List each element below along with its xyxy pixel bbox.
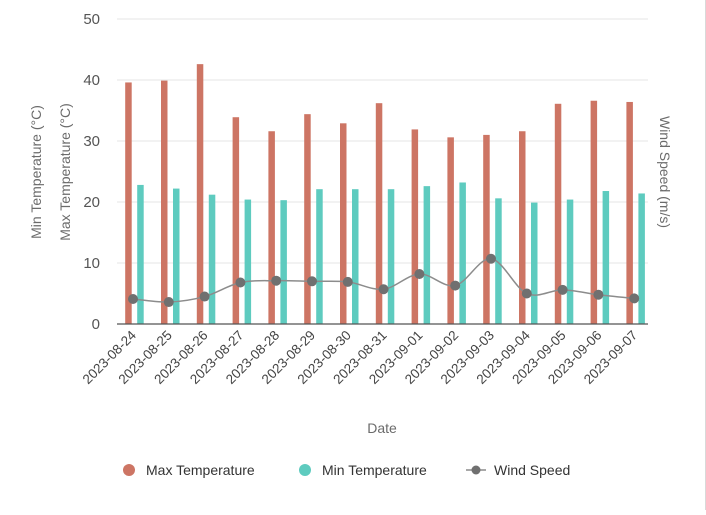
bar-max-temp[interactable] <box>519 131 526 324</box>
bar-max-temp[interactable] <box>125 82 132 324</box>
bar-min-temp[interactable] <box>566 199 574 324</box>
bar-max-temp[interactable] <box>411 129 419 324</box>
wind-speed-point[interactable] <box>593 289 604 300</box>
wind-speed-point[interactable] <box>378 284 389 295</box>
wind-speed-point[interactable] <box>450 280 461 291</box>
bar-min-temp[interactable] <box>423 186 431 324</box>
bar-min-temp[interactable] <box>531 202 538 324</box>
wind-speed-point[interactable] <box>307 276 317 287</box>
wind-speed-point[interactable] <box>163 297 174 308</box>
wind-speed-point[interactable] <box>128 293 138 304</box>
bar-min-temp[interactable] <box>244 199 252 324</box>
wind-speed-point[interactable] <box>342 276 353 287</box>
wind-speed-point[interactable] <box>414 268 425 279</box>
y-tick-label: 30 <box>83 133 100 150</box>
bar-max-temp[interactable] <box>483 134 490 324</box>
y-axis-title-wind: Wind Speed (m/s) <box>657 116 673 228</box>
bar-max-temp[interactable] <box>232 117 240 325</box>
wind-speed-series <box>128 253 640 308</box>
bar-min-temp[interactable] <box>602 191 610 324</box>
legend-marker-wind-speed <box>471 465 481 475</box>
legend-marker-min-temp <box>299 464 311 476</box>
legend: Max Temperature Min Temperature Wind Spe… <box>123 462 570 478</box>
bar-min-temp[interactable] <box>387 189 395 324</box>
y-tick-label: 10 <box>83 255 100 272</box>
legend-item-min-temp[interactable]: Min Temperature <box>299 462 427 478</box>
bar-series <box>125 64 645 325</box>
wind-speed-point[interactable] <box>629 293 640 304</box>
wind-speed-point[interactable] <box>199 291 210 302</box>
bar-max-temp[interactable] <box>196 64 204 324</box>
y-tick-label: 20 <box>83 194 100 211</box>
y-axis-title-max-temp: Max Temperature (°C) <box>57 103 73 241</box>
legend-label-wind-speed: Wind Speed <box>494 462 570 478</box>
bar-min-temp[interactable] <box>173 188 180 324</box>
bar-max-temp[interactable] <box>626 101 633 325</box>
bar-max-temp[interactable] <box>340 123 347 324</box>
bar-min-temp[interactable] <box>352 189 359 324</box>
bar-min-temp[interactable] <box>638 193 645 324</box>
y-axis-title-min-temp: Min Temperature (°C) <box>28 105 44 239</box>
bar-min-temp[interactable] <box>459 182 466 324</box>
legend-item-max-temp[interactable]: Max Temperature <box>123 462 255 478</box>
bar-max-temp[interactable] <box>268 131 275 324</box>
y-axis-ticks: 0 10 20 30 40 50 <box>83 11 100 333</box>
bar-max-temp[interactable] <box>161 80 168 324</box>
bar-max-temp[interactable] <box>447 137 454 324</box>
x-axis-ticks: 2023-08-242023-08-252023-08-262023-08-27… <box>80 327 641 387</box>
wind-speed-point[interactable] <box>521 288 532 299</box>
y-tick-label: 40 <box>83 72 100 89</box>
wind-speed-point[interactable] <box>486 253 496 264</box>
bar-min-temp[interactable] <box>495 198 502 324</box>
wind-speed-point[interactable] <box>235 277 246 288</box>
legend-item-wind-speed[interactable]: Wind Speed <box>466 462 570 478</box>
bar-max-temp[interactable] <box>304 114 311 324</box>
wind-speed-point[interactable] <box>557 284 568 295</box>
legend-label-max-temp: Max Temperature <box>146 462 255 478</box>
legend-label-min-temp: Min Temperature <box>322 462 427 478</box>
bar-min-temp[interactable] <box>316 189 323 324</box>
bar-max-temp[interactable] <box>590 100 598 325</box>
bar-min-temp[interactable] <box>280 200 287 324</box>
bar-max-temp[interactable] <box>375 103 383 325</box>
bar-max-temp[interactable] <box>554 103 562 324</box>
y-tick-label: 0 <box>92 316 100 333</box>
bar-min-temp[interactable] <box>208 194 216 324</box>
legend-marker-max-temp <box>123 464 135 476</box>
bar-min-temp[interactable] <box>137 184 144 324</box>
y-tick-label: 50 <box>83 11 100 28</box>
x-axis-title: Date <box>367 420 397 436</box>
wind-speed-point[interactable] <box>271 275 282 286</box>
